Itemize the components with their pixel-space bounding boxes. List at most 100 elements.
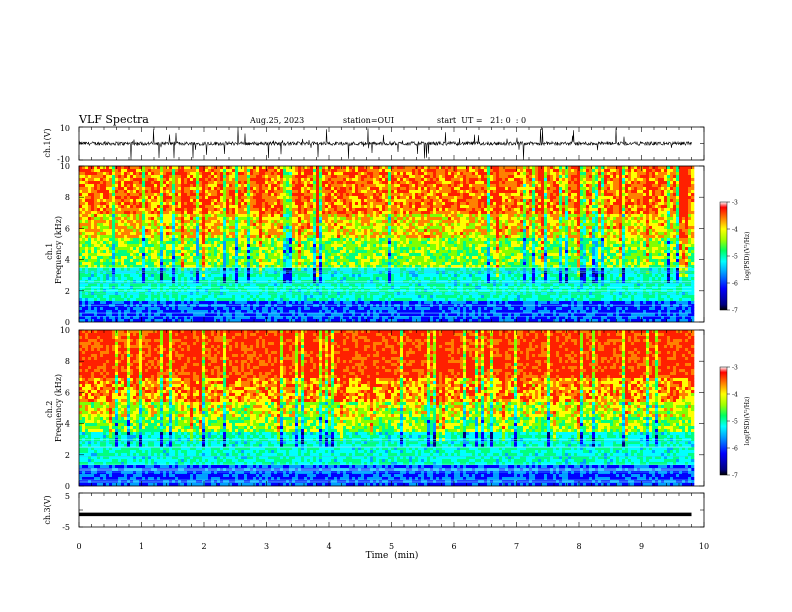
spectrogram-cell [184,244,188,248]
spectrogram-cell [349,298,353,302]
spectrogram-cell [163,229,167,233]
spectrogram-cell [82,190,86,194]
spectrogram-cell [223,319,227,322]
spectrogram-cell [220,166,224,170]
spectrogram-cell [274,232,278,236]
spectrogram-cell [151,229,155,233]
ch1-ylabel: ch.1(V) [43,128,52,157]
spectrogram-cell [328,196,332,200]
spectrogram-cell [289,214,293,218]
spectrogram-cell [334,274,338,278]
spectrogram-cell [196,196,200,200]
spectrogram-cell [202,217,206,221]
spectrogram-cell [184,268,188,272]
spectrogram-cell [247,259,251,263]
spectrogram-cell [238,268,242,272]
spectrogram-cell [121,301,125,305]
spectrogram-cell [232,319,236,322]
spectrogram-cell [274,169,278,173]
spectrogram-cell [112,226,116,230]
spectrogram-cell [352,301,356,305]
spectrogram-cell [313,310,317,314]
spectrogram-cell [178,298,182,302]
spectrogram-cell [118,301,122,305]
spectrogram-cell [229,229,233,233]
spectrogram-cell [325,313,329,317]
spectrogram-cell [217,232,221,236]
spectrogram-cell [178,238,182,242]
spectrogram-cell [349,214,353,218]
spectrogram-cell [94,319,98,322]
spectrogram-cell [346,313,350,317]
spectrogram-cell [178,304,182,308]
spectrogram-cell [334,256,338,260]
spectrogram-cell [295,181,299,185]
spectrogram-cell [298,175,302,179]
spectrogram-cell [193,316,197,320]
spectrogram-cell [127,196,131,200]
spectrogram-cell [187,253,191,257]
spectrogram-cell [256,193,260,197]
spectrogram-cell [229,211,233,215]
spectrogram-cell [163,274,167,278]
spectrogram-cell [331,199,335,203]
spectrogram-cell [118,238,122,242]
spectrogram-cell [277,265,281,269]
spectrogram-cell [91,172,95,176]
spectrogram-cell [256,217,260,221]
spectrogram-cell [301,223,305,227]
spectrogram-cell [148,232,152,236]
spectrogram-cell [331,223,335,227]
spectrogram-cell [259,256,263,260]
spectrogram-cell [244,166,248,170]
spectrogram-cell [232,169,236,173]
spectrogram-cell [220,223,224,227]
spectrogram-cell [196,220,200,224]
spectrogram-cell [343,319,347,322]
spectrogram-cell [289,316,293,320]
spectrogram-cell [97,196,101,200]
spectrogram-cell [142,229,146,233]
spectrogram-cell [166,307,170,311]
spectrogram-cell [157,253,161,257]
spectrogram-cell [262,313,266,317]
spectrogram-cell [109,307,113,311]
spectrogram-cell [286,268,290,272]
spectrogram-cell [133,229,137,233]
spectrogram-cell [85,178,89,182]
spectrogram-cell [298,220,302,224]
spectrogram-cell [307,298,311,302]
spectrogram-cell [241,211,245,215]
spectrogram-cell [331,175,335,179]
spectrogram-cell [115,277,119,281]
spectrogram-cell [199,175,203,179]
spectrogram-cell [172,262,176,266]
spectrogram-cell [205,256,209,260]
spectrogram-cell [127,217,131,221]
spectrogram-cell [145,238,149,242]
spectrogram-cell [103,169,107,173]
spectrogram-cell [334,226,338,230]
spectrogram-cell [181,166,185,170]
spectrogram-cell [202,295,206,299]
spectrogram-cell [91,277,95,281]
spectrogram-cell [199,223,203,227]
spectrogram-cell [304,307,308,311]
spectrogram-cell [289,247,293,251]
spectrogram-cell [115,181,119,185]
spectrogram-cell [106,259,110,263]
spectrogram-cell [250,208,254,212]
spectrogram-cell [118,208,122,212]
spectrogram-cell [352,178,356,182]
spectrogram-cell [142,256,146,260]
spectrogram-cell [142,238,146,242]
spectrogram-cell [238,313,242,317]
spectrogram-cell [169,172,173,176]
spectrogram-cell [277,316,281,320]
spectrogram-cell [112,223,116,227]
spectrogram-cell [187,193,191,197]
spectrogram-cell [310,253,314,257]
spectrogram-cell [235,199,239,203]
spectrogram-cell [172,208,176,212]
